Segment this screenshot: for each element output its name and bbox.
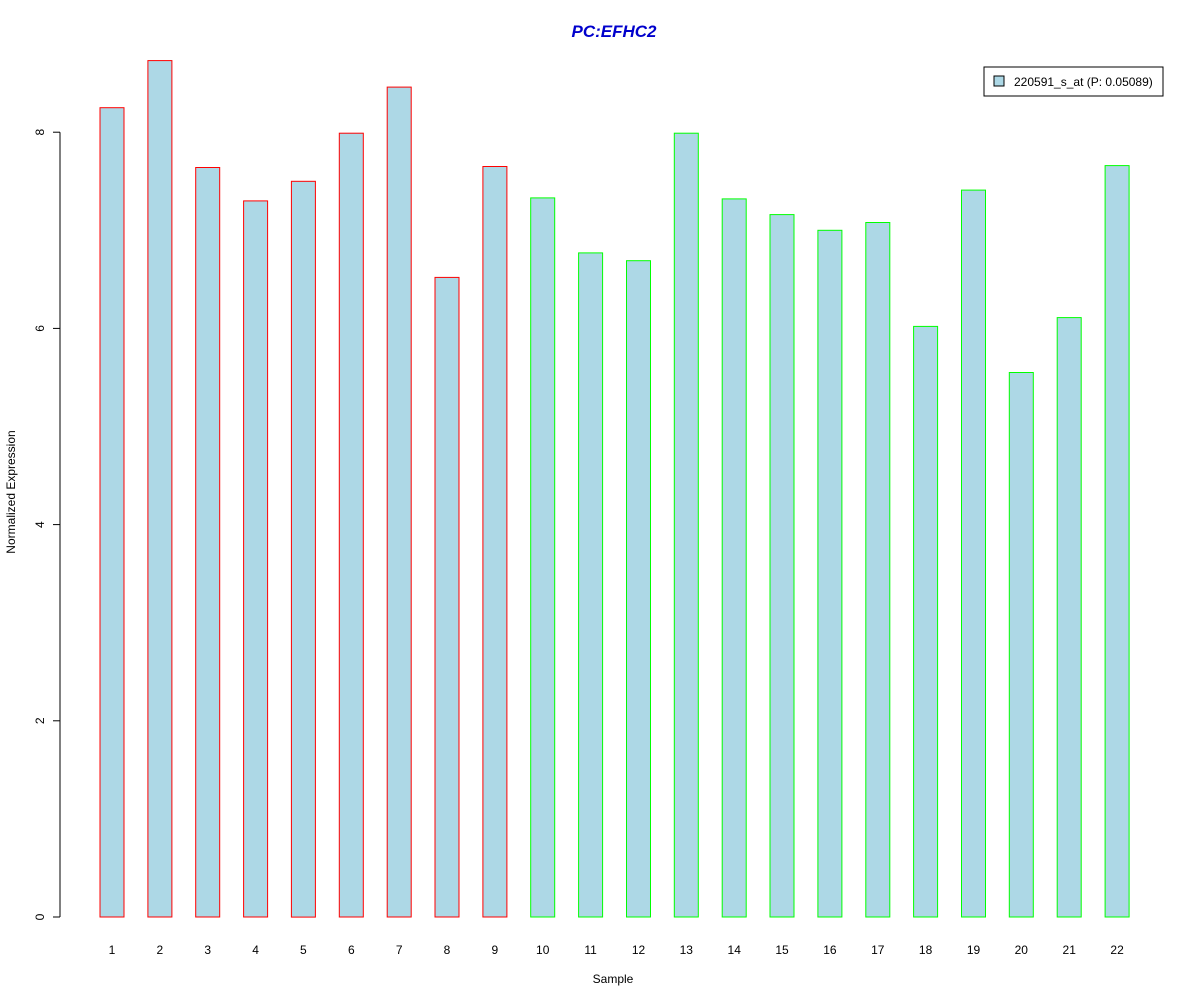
bar-sample-4 xyxy=(243,200,269,918)
x-tick-label: 1 xyxy=(109,943,116,957)
bar-sample-3 xyxy=(195,167,221,918)
x-tick-label: 18 xyxy=(919,943,933,957)
bar-sample-8 xyxy=(434,276,460,918)
x-tick-labels: 1 2 3 4 5 6 7 8 9 10 11 12 13 14 15 16 17 18 19 20 21 22 xyxy=(109,943,1124,957)
bar-sample-20 xyxy=(1008,372,1034,918)
x-tick-label: 2 xyxy=(157,943,164,957)
x-tick-label: 15 xyxy=(775,943,789,957)
x-tick-label: 12 xyxy=(632,943,646,957)
x-axis-label: Sample xyxy=(593,972,634,986)
bar-sample-1 xyxy=(99,107,125,918)
y-axis-label: Normalized Expression xyxy=(4,430,18,553)
x-tick-label: 11 xyxy=(584,943,597,957)
x-tick-label: 19 xyxy=(967,943,981,957)
chart-title: PC:EFHC2 xyxy=(571,22,657,41)
x-tick-label: 3 xyxy=(204,943,211,957)
y-tick-label: 6 xyxy=(33,325,47,332)
bar-sample-15 xyxy=(769,214,795,918)
x-tick-label: 8 xyxy=(444,943,451,957)
bar-sample-13 xyxy=(673,132,699,918)
x-tick-label: 4 xyxy=(252,943,259,957)
bar-sample-12 xyxy=(626,260,651,918)
x-tick-label: 20 xyxy=(1015,943,1029,957)
y-tick-label: 8 xyxy=(33,129,47,136)
legend-label: 220591_s_at (P: 0.05089) xyxy=(1014,75,1153,89)
bar-sample-16 xyxy=(817,229,843,918)
x-tick-label: 17 xyxy=(871,943,885,957)
bar-sample-7 xyxy=(386,86,412,918)
bar-sample-21 xyxy=(1056,317,1082,918)
x-tick-label: 5 xyxy=(300,943,307,957)
bar-sample-2 xyxy=(147,60,173,918)
x-tick-label: 22 xyxy=(1110,943,1124,957)
x-tick-label: 13 xyxy=(680,943,694,957)
x-tick-label: 7 xyxy=(396,943,403,957)
bars-group xyxy=(99,60,1130,918)
y-axis: 0 2 4 6 8 xyxy=(33,129,61,920)
legend: 220591_s_at (P: 0.05089) xyxy=(983,66,1164,97)
bar-sample-14 xyxy=(721,198,747,918)
x-tick-label: 14 xyxy=(728,943,742,957)
bar-sample-11 xyxy=(578,252,604,918)
legend-swatch xyxy=(993,75,1005,87)
legend-box xyxy=(983,66,1164,97)
y-tick-label: 4 xyxy=(33,521,47,528)
x-tick-label: 9 xyxy=(492,943,499,957)
bar-sample-5 xyxy=(290,180,316,918)
bar-sample-22 xyxy=(1104,165,1130,918)
x-tick-label: 6 xyxy=(348,943,355,957)
bar-sample-6 xyxy=(338,132,364,918)
x-tick-label: 16 xyxy=(823,943,837,957)
bar-sample-19 xyxy=(961,189,986,918)
bar-sample-10 xyxy=(530,197,556,918)
y-tick-label: 0 xyxy=(33,913,47,920)
x-tick-label: 21 xyxy=(1063,943,1077,957)
x-tick-label: 10 xyxy=(536,943,550,957)
bar-sample-17 xyxy=(865,222,891,918)
y-tick-label: 2 xyxy=(33,717,47,724)
bar-sample-9 xyxy=(482,166,508,918)
bar-sample-18 xyxy=(913,325,939,918)
